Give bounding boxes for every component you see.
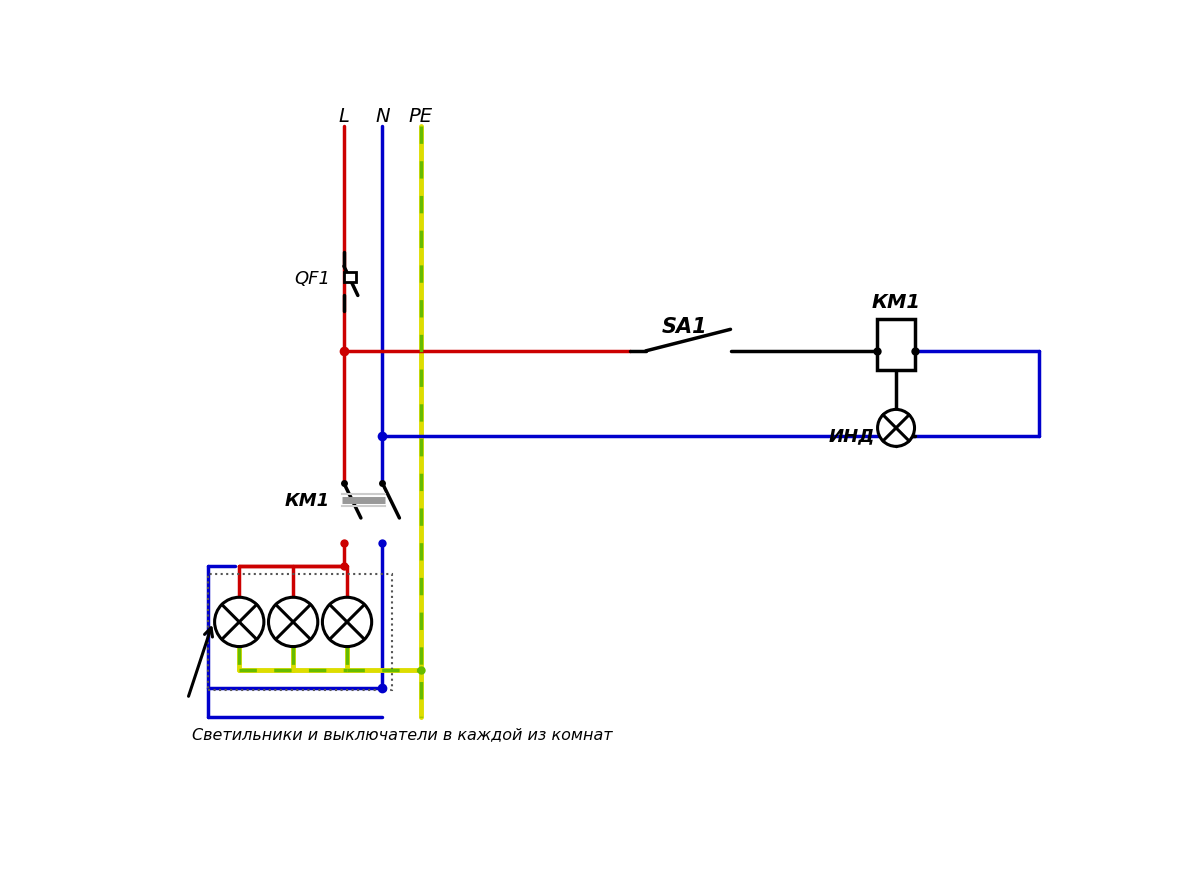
Text: SA1: SA1	[661, 317, 707, 337]
Bar	[877, 320, 916, 371]
Text: N: N	[376, 106, 390, 126]
Circle shape	[215, 598, 264, 647]
Circle shape	[323, 598, 372, 647]
Bar	[344, 273, 356, 283]
Text: L: L	[338, 106, 349, 126]
Text: PE: PE	[409, 106, 433, 126]
Text: ИНД: ИНД	[828, 427, 875, 445]
Text: QF1: QF1	[294, 270, 330, 287]
Circle shape	[877, 410, 914, 447]
Bar	[209, 574, 391, 690]
Text: Светильники и выключатели в каждой из комнат: Светильники и выключатели в каждой из ко…	[192, 726, 612, 741]
Text: КМ1: КМ1	[871, 292, 920, 312]
Circle shape	[269, 598, 318, 647]
Text: КМ1: КМ1	[284, 492, 330, 510]
